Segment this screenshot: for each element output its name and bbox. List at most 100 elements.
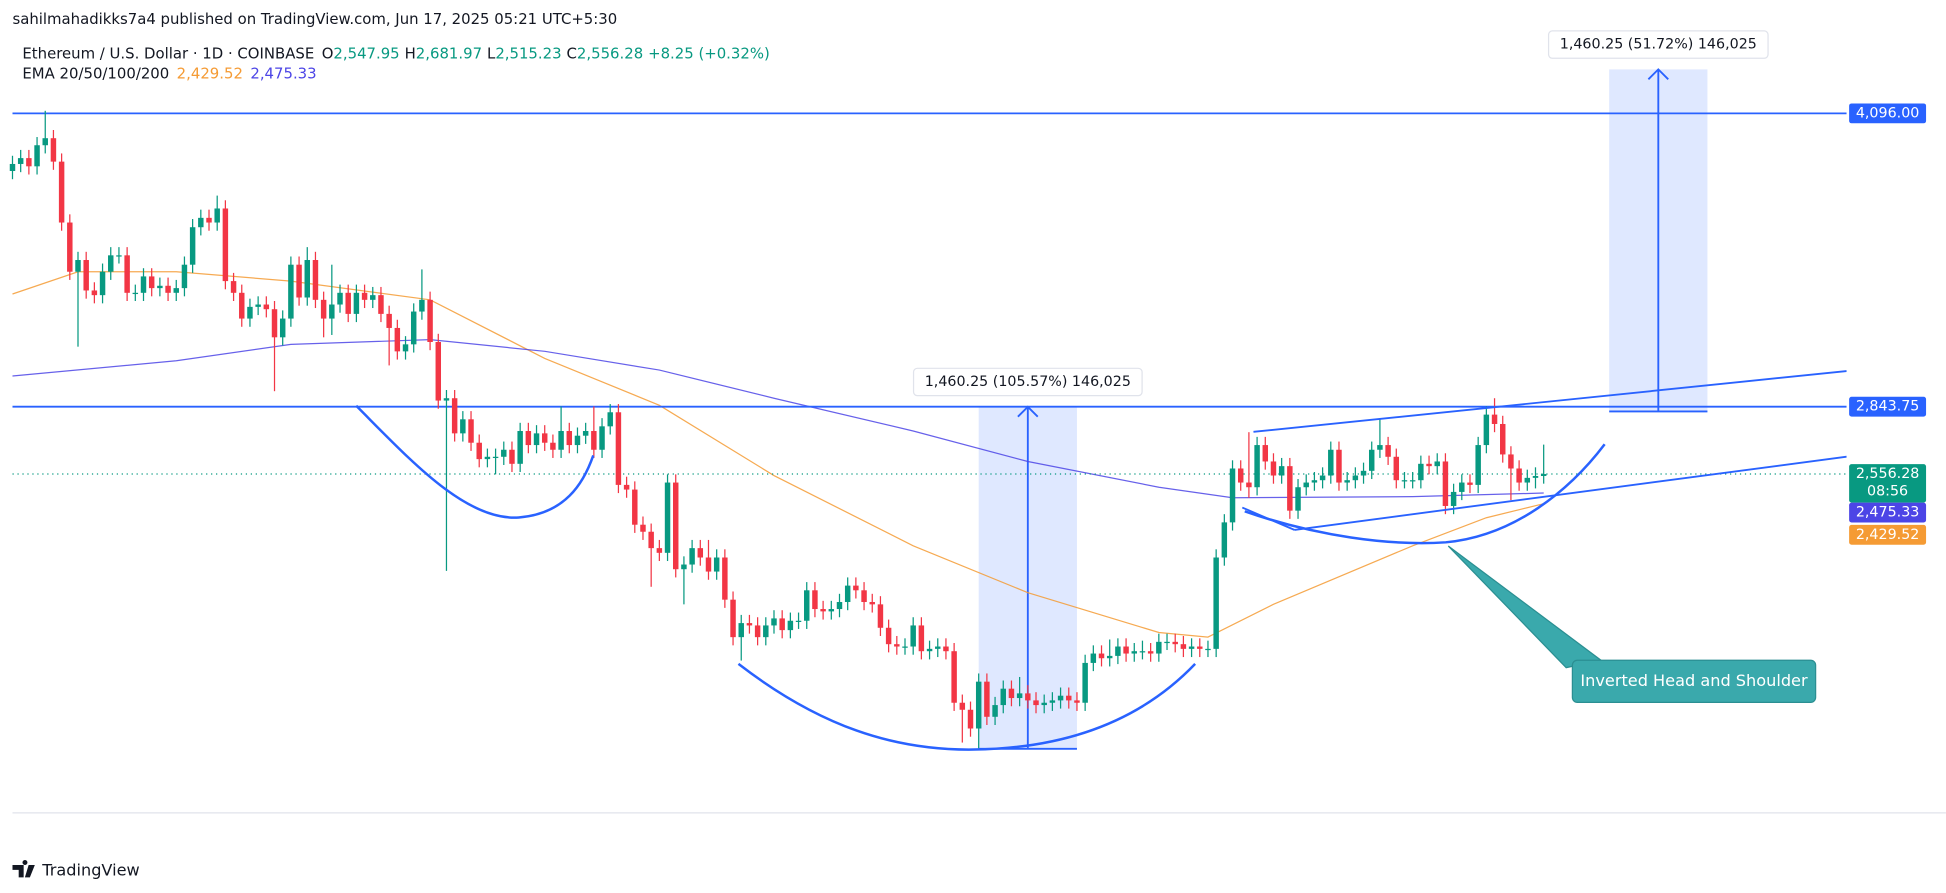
candle-body	[1540, 474, 1547, 476]
candle-body	[730, 599, 736, 638]
candle-body	[1139, 651, 1146, 653]
candle-body	[34, 145, 40, 167]
candle-body	[1491, 414, 1498, 424]
ema-value: 2,429.52	[177, 64, 243, 82]
candle-body	[632, 489, 638, 525]
candle-body	[304, 260, 310, 298]
candle-body	[124, 255, 130, 293]
candle-body	[1188, 646, 1195, 649]
candle-body	[1360, 470, 1367, 476]
candle-body	[42, 138, 48, 146]
candle-body	[935, 646, 941, 649]
candle-body	[1057, 695, 1064, 701]
candle-body	[386, 313, 392, 328]
candle-body	[1401, 480, 1408, 482]
candle-body	[902, 646, 908, 648]
candle-body	[1319, 475, 1326, 481]
candle-body	[1106, 655, 1113, 659]
candle-body	[1524, 477, 1531, 483]
candle-body	[754, 625, 761, 638]
candle-body	[1483, 414, 1490, 446]
footer-logo	[12, 859, 35, 878]
candle-body	[984, 681, 990, 717]
candle-body	[1090, 653, 1097, 663]
candle-body	[353, 292, 360, 314]
candle-body	[648, 531, 654, 549]
candle-body	[550, 442, 556, 450]
candle-body	[697, 548, 704, 558]
candle-body	[951, 651, 957, 703]
candle-body	[1213, 557, 1219, 649]
candle-body	[566, 431, 573, 446]
ohlc-value: 2,681.97	[416, 45, 482, 63]
last-price-box	[1849, 464, 1927, 503]
measure-label: 1,460.25 (51.72%) 146,025	[1560, 37, 1757, 53]
candle-body	[1459, 482, 1465, 492]
candle-body	[157, 285, 163, 289]
candle-body	[419, 299, 425, 312]
candle-body	[329, 304, 335, 319]
candle-body	[869, 602, 875, 605]
candle-body	[99, 271, 106, 296]
candle-body	[1328, 449, 1334, 476]
candle-body	[1303, 482, 1309, 488]
left-shoulder-curve	[355, 404, 595, 519]
candle-body	[312, 260, 319, 300]
candle-body	[828, 609, 835, 612]
candle-body	[394, 327, 401, 352]
trend-line	[1294, 455, 1847, 531]
ema-value: 2,475.33	[250, 64, 316, 82]
candle-body	[722, 557, 728, 600]
candle-body	[1393, 456, 1400, 481]
symbol-legend: Ethereum / U.S. Dollar · 1D · COINBASE O2…	[22, 45, 769, 63]
candle-body	[451, 398, 458, 434]
candle-body	[1270, 461, 1277, 476]
candle-body	[279, 318, 286, 338]
callout-box	[1571, 659, 1817, 704]
candle-body	[91, 290, 98, 296]
ohlc-key: H	[405, 45, 416, 63]
candle-body	[271, 309, 278, 338]
candle-body	[460, 419, 466, 434]
candle-body	[492, 456, 499, 459]
candle-body	[1352, 475, 1359, 481]
candle-body	[9, 163, 16, 171]
candle-body	[484, 456, 491, 460]
candle-body	[263, 304, 270, 310]
candle-body	[181, 264, 188, 289]
ema-label: 2,475.33	[1856, 505, 1920, 521]
levels	[12, 112, 1847, 475]
countdown: 08:56	[1867, 483, 1908, 499]
candle-body	[1016, 693, 1023, 699]
candle-body	[1385, 445, 1391, 457]
candle-body	[1172, 641, 1178, 645]
measures: 1,460.25 (105.57%) 146,025 1,460.25 (51.7…	[912, 30, 1769, 750]
candle-body	[746, 623, 753, 626]
candle-body	[206, 217, 212, 223]
candle-body	[214, 208, 220, 223]
candle-body	[296, 264, 302, 298]
candle-body	[1418, 463, 1424, 481]
measure-label-box	[912, 367, 1143, 397]
candle-body	[640, 524, 646, 532]
candle-body	[1049, 700, 1056, 703]
candle-body	[853, 585, 859, 591]
candle-body	[378, 295, 384, 314]
candle-body	[558, 431, 564, 450]
candles	[9, 110, 1547, 749]
candle-body	[1442, 461, 1449, 506]
candle-body	[967, 709, 974, 729]
candle-body	[926, 648, 933, 652]
candle-body	[779, 618, 785, 631]
candle-body	[1426, 463, 1432, 467]
candle-body	[165, 285, 171, 293]
candle-body	[607, 412, 613, 427]
candle-body	[1098, 653, 1105, 659]
candle-body	[501, 449, 507, 457]
candle-body	[1237, 468, 1244, 483]
candle-body	[582, 431, 589, 436]
candle-body	[435, 341, 442, 401]
candle-body	[361, 292, 368, 300]
candle-body	[975, 681, 982, 729]
